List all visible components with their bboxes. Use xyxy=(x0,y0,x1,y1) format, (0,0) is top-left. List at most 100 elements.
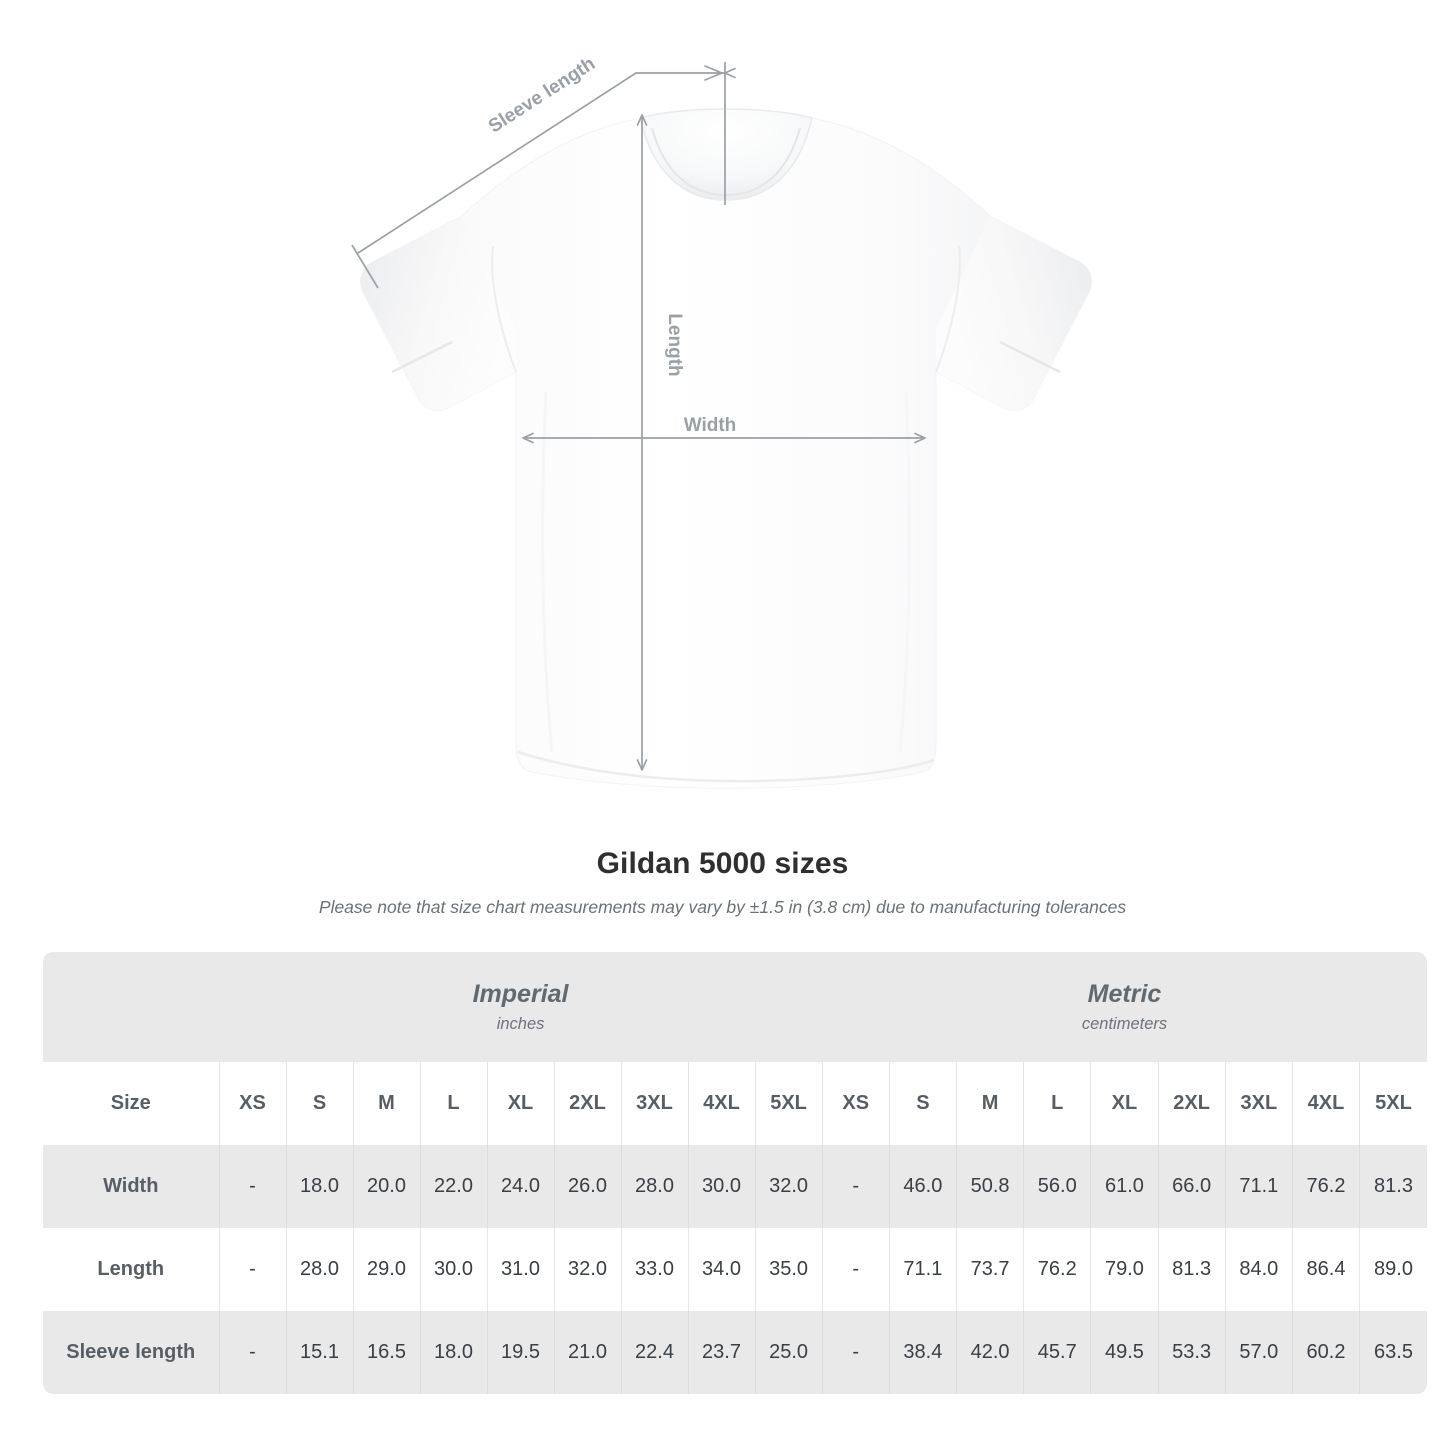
length-metric-2xl: 81.3 xyxy=(1157,1228,1226,1311)
sleeve-length-label: Sleeve length xyxy=(485,53,599,137)
row-label-width: Width xyxy=(43,1145,219,1228)
sleeve-imperial-l: 18.0 xyxy=(419,1311,487,1394)
sleeve-metric-xs: - xyxy=(821,1311,890,1394)
length-imperial-s: 28.0 xyxy=(285,1228,353,1311)
table-row: Length - 28.0 29.0 30.0 31.0 32.0 33.0 3… xyxy=(43,1228,1427,1311)
size-header-imperial-2xl: 2XL xyxy=(553,1062,621,1145)
collar-shape xyxy=(639,108,813,201)
size-table-container: Imperial inches Metric centimeters Size … xyxy=(43,952,1427,1394)
size-header-metric-2xl: 2XL xyxy=(1157,1062,1226,1145)
size-header-metric-xs: XS xyxy=(821,1062,890,1145)
metric-sublabel: centimeters xyxy=(1081,1015,1168,1033)
length-metric-s: 71.1 xyxy=(888,1228,957,1311)
metric-unit-header: Metric centimeters xyxy=(822,952,1427,1062)
length-label: Length xyxy=(664,313,685,376)
size-header-imperial-4xl: 4XL xyxy=(687,1062,755,1145)
size-header-metric-s: S xyxy=(888,1062,957,1145)
width-metric-xl: 61.0 xyxy=(1090,1145,1159,1228)
tolerance-note: Please note that size chart measurements… xyxy=(318,897,1127,917)
length-metric-l: 76.2 xyxy=(1023,1228,1091,1311)
size-header-metric-l: L xyxy=(1023,1062,1091,1145)
length-metric-xs: - xyxy=(821,1228,890,1311)
tshirt-illustration xyxy=(359,108,1093,789)
sleeve-ref-tick-cuff xyxy=(351,244,379,289)
length-metric-4xl: 86.4 xyxy=(1291,1228,1360,1311)
chart-header: Gildan 5000 sizes Please note that size … xyxy=(0,845,1445,919)
unit-banner-row: Imperial inches Metric centimeters xyxy=(43,952,1427,1062)
size-header-imperial-m: M xyxy=(352,1062,420,1145)
width-metric-m: 50.8 xyxy=(955,1145,1024,1228)
width-imperial-4xl: 30.0 xyxy=(687,1145,755,1228)
sleeve-metric-3xl: 57.0 xyxy=(1224,1311,1293,1394)
sleeve-length-arrow xyxy=(357,67,736,254)
sleeve-arrow-head-right xyxy=(704,65,723,81)
length-imperial-l: 30.0 xyxy=(419,1228,487,1311)
table-row: Width - 18.0 20.0 22.0 24.0 26.0 28.0 30… xyxy=(43,1145,1427,1228)
sleeve-imperial-m: 16.5 xyxy=(352,1311,420,1394)
length-imperial-2xl: 32.0 xyxy=(553,1228,621,1311)
width-imperial-xl: 24.0 xyxy=(486,1145,554,1228)
width-metric-s: 46.0 xyxy=(888,1145,957,1228)
length-imperial-3xl: 33.0 xyxy=(620,1228,688,1311)
length-metric-3xl: 84.0 xyxy=(1224,1228,1293,1311)
width-metric-xs: - xyxy=(821,1145,890,1228)
size-header-imperial-xs: XS xyxy=(218,1062,286,1145)
width-label: Width xyxy=(684,415,737,436)
bottom-hem xyxy=(517,750,935,783)
table-row: Sleeve length - 15.1 16.5 18.0 19.5 21.0… xyxy=(43,1311,1427,1394)
sleeve-metric-4xl: 60.2 xyxy=(1291,1311,1360,1394)
size-table: Imperial inches Metric centimeters Size … xyxy=(43,952,1427,1394)
length-metric-xl: 79.0 xyxy=(1090,1228,1159,1311)
size-header-imperial-l: L xyxy=(419,1062,487,1145)
right-sleeve-shading xyxy=(936,216,1092,411)
row-label-sleeve-length: Sleeve length xyxy=(43,1311,219,1394)
sleeve-imperial-3xl: 22.4 xyxy=(620,1311,688,1394)
sleeve-imperial-xs: - xyxy=(218,1311,286,1394)
length-imperial-5xl: 35.0 xyxy=(754,1228,823,1311)
length-imperial-4xl: 34.0 xyxy=(687,1228,755,1311)
imperial-label: Imperial xyxy=(472,980,569,1008)
tshirt-body-shape xyxy=(359,117,1093,789)
size-header-imperial-s: S xyxy=(285,1062,353,1145)
row-label-length: Length xyxy=(43,1228,219,1311)
size-header-row: Size XS S M L XL 2XL 3XL 4XL 5XL XS S M … xyxy=(43,1062,1427,1145)
sleeve-metric-l: 45.7 xyxy=(1023,1311,1091,1394)
width-metric-4xl: 76.2 xyxy=(1291,1145,1360,1228)
size-corner-label: Size xyxy=(43,1062,219,1145)
size-header-imperial-3xl: 3XL xyxy=(620,1062,688,1145)
sleeve-imperial-2xl: 21.0 xyxy=(553,1311,621,1394)
page-title: Gildan 5000 sizes xyxy=(596,847,849,880)
width-imperial-2xl: 26.0 xyxy=(553,1145,621,1228)
imperial-sublabel: inches xyxy=(496,1015,545,1033)
measurement-annotations xyxy=(351,62,926,771)
size-header-metric-xl: XL xyxy=(1090,1062,1159,1145)
width-imperial-xs: - xyxy=(218,1145,286,1228)
imperial-unit-header: Imperial inches xyxy=(219,952,823,1062)
sleeve-metric-5xl: 63.5 xyxy=(1359,1311,1427,1394)
left-armhole-seam xyxy=(491,245,517,373)
size-header-imperial-xl: XL xyxy=(486,1062,554,1145)
sleeve-metric-2xl: 53.3 xyxy=(1157,1311,1226,1394)
sleeve-imperial-5xl: 25.0 xyxy=(754,1311,823,1394)
width-imperial-l: 22.0 xyxy=(419,1145,487,1228)
width-imperial-m: 20.0 xyxy=(352,1145,420,1228)
sleeve-imperial-s: 15.1 xyxy=(285,1311,353,1394)
unit-banner-spacer xyxy=(43,952,219,1062)
width-metric-l: 56.0 xyxy=(1023,1145,1091,1228)
width-metric-3xl: 71.1 xyxy=(1224,1145,1293,1228)
length-imperial-xl: 31.0 xyxy=(486,1228,554,1311)
left-sleeve-hem xyxy=(391,340,453,374)
tshirt-measurement-diagram: Sleeve length Length Width xyxy=(351,53,1093,789)
length-imperial-m: 29.0 xyxy=(352,1228,420,1311)
left-sleeve-shading xyxy=(360,216,516,411)
width-imperial-5xl: 32.0 xyxy=(754,1145,823,1228)
size-header-metric-m: M xyxy=(955,1062,1024,1145)
width-metric-5xl: 81.3 xyxy=(1359,1145,1427,1228)
sleeve-imperial-4xl: 23.7 xyxy=(687,1311,755,1394)
length-metric-m: 73.7 xyxy=(955,1228,1024,1311)
size-header-imperial-5xl: 5XL xyxy=(754,1062,823,1145)
width-imperial-s: 18.0 xyxy=(285,1145,353,1228)
length-imperial-xs: - xyxy=(218,1228,286,1311)
size-header-metric-5xl: 5XL xyxy=(1359,1062,1427,1145)
